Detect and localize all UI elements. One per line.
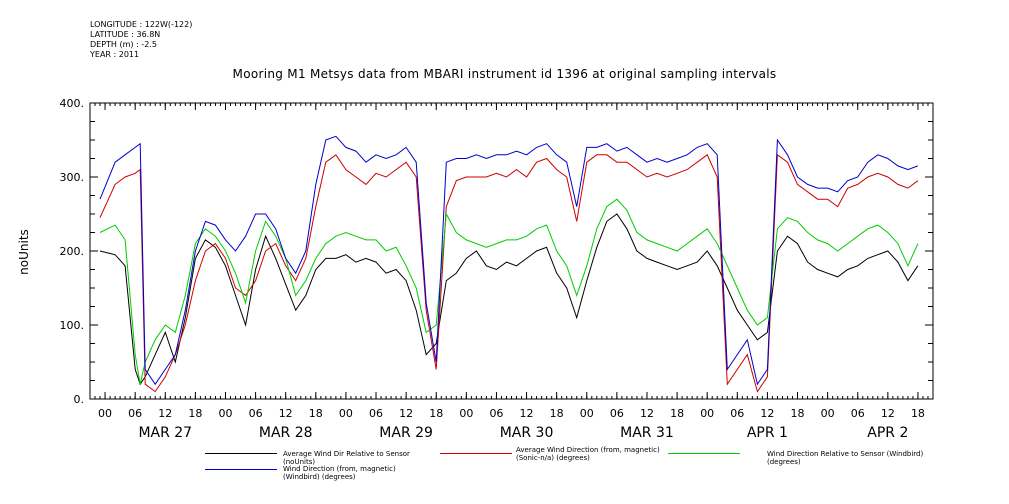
x-tick-label: 18 [188, 407, 202, 420]
year-text: YEAR : 2011 [90, 50, 140, 59]
x-tick-label: 06 [489, 407, 503, 420]
x-day-label: MAR 31 [620, 425, 674, 441]
x-day-label: MAR 28 [259, 425, 313, 441]
x-day-label: MAR 27 [138, 425, 192, 441]
longitude-text: LONGITUDE : 122W(-122) [90, 20, 193, 29]
x-tick-label: 18 [550, 407, 564, 420]
depth-text: DEPTH (m) : -2.5 [90, 40, 157, 49]
series-line-2 [99, 153, 919, 393]
x-tick-label: 00 [339, 407, 353, 420]
series-line-4 [99, 135, 919, 386]
x-tick-label: 06 [851, 407, 865, 420]
series-line-3 [99, 198, 919, 385]
x-tick-label: 06 [128, 407, 142, 420]
x-day-label: APR 2 [867, 425, 908, 441]
x-day-label: MAR 29 [379, 425, 433, 441]
x-tick-label: 00 [700, 407, 714, 420]
y-tick-label: 300. [60, 171, 85, 184]
x-tick-label: 06 [369, 407, 383, 420]
x-tick-label: 18 [309, 407, 323, 420]
x-tick-label: 00 [580, 407, 594, 420]
plot-frame [89, 102, 934, 400]
x-tick-label: 18 [429, 407, 443, 420]
x-tick-label: 12 [760, 407, 774, 420]
metadata-block: LONGITUDE : 122W(-122) LATITUDE : 36.8N … [90, 20, 192, 60]
x-tick-label: 12 [520, 407, 534, 420]
x-tick-label: 00 [821, 407, 835, 420]
x-tick-label: 00 [98, 407, 112, 420]
x-tick-label: 06 [610, 407, 624, 420]
x-tick-label: 06 [730, 407, 744, 420]
y-tick-label: 200. [60, 245, 85, 258]
x-tick-label: 00 [459, 407, 473, 420]
y-tick-label: 100. [60, 319, 85, 332]
x-tick-label: 18 [670, 407, 684, 420]
y-tick-label: 0. [74, 393, 85, 406]
y-axis-label: noUnits [17, 229, 31, 275]
x-day-label: MAR 30 [500, 425, 554, 441]
x-tick-label: 12 [158, 407, 172, 420]
latitude-text: LATITUDE : 36.8N [90, 30, 161, 39]
x-tick-label: 06 [249, 407, 263, 420]
x-tick-label: 12 [399, 407, 413, 420]
x-tick-label: 12 [881, 407, 895, 420]
x-day-label: APR 1 [747, 425, 788, 441]
x-tick-label: 00 [218, 407, 232, 420]
x-tick-label: 18 [911, 407, 925, 420]
x-tick-label: 12 [640, 407, 654, 420]
series-line-1 [99, 213, 919, 386]
x-tick-label: 18 [791, 407, 805, 420]
y-tick-label: 400. [60, 97, 85, 110]
chart-title: Mooring M1 Metsys data from MBARI instru… [232, 67, 777, 81]
x-tick-label: 12 [279, 407, 293, 420]
